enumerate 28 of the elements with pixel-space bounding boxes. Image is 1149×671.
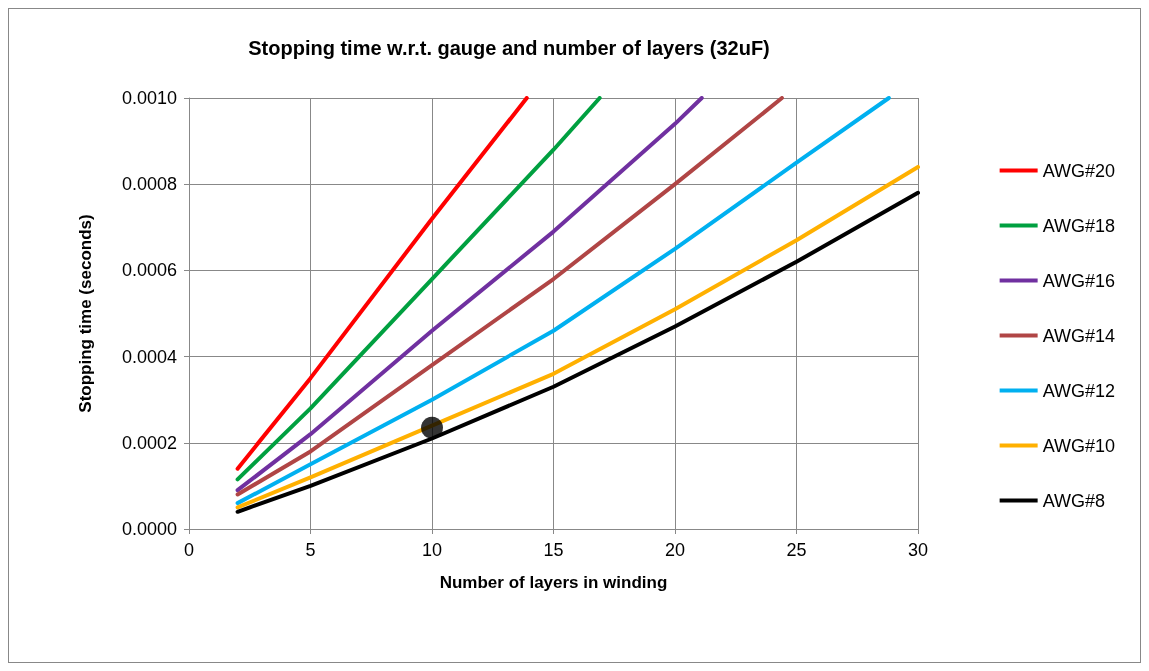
y-tick-label: 0.0008	[121, 174, 177, 195]
y-tick-label: 0.0002	[121, 432, 177, 453]
x-tick-label: 5	[305, 540, 316, 560]
x-tick-label: 25	[786, 540, 807, 560]
line-series	[235, 96, 891, 506]
y-tick-label: 0.0000	[121, 519, 177, 539]
legend-label: AWG#18	[1042, 215, 1116, 236]
x-tick-label: 20	[664, 540, 686, 560]
legend-label: AWG#8	[1042, 490, 1105, 511]
line-series	[235, 96, 529, 471]
line-series	[235, 96, 602, 482]
x-axis-title: Number of layers in winding	[439, 573, 668, 592]
legend-label: AWG#14	[1042, 325, 1116, 346]
line-series	[235, 96, 704, 493]
legend-label: AWG#12	[1042, 380, 1116, 401]
y-tick-label: 0.0006	[121, 260, 177, 281]
legend-label: AWG#10	[1042, 435, 1116, 456]
y-tick-label: 0.0010	[121, 88, 177, 108]
legend-label: AWG#16	[1042, 270, 1116, 291]
y-tick-label: 0.0004	[121, 346, 177, 367]
x-tick-label: 15	[543, 540, 564, 560]
x-tick-label: 10	[421, 540, 443, 560]
line-series	[235, 96, 784, 497]
x-tick-label: 0	[183, 540, 195, 560]
y-axis-title: Stopping time (seconds)	[76, 214, 95, 413]
chart-title: Stopping time w.r.t. gauge and number of layers (32uF)	[248, 37, 770, 59]
x-tick-label: 30	[907, 540, 929, 560]
legend-label: AWG#20	[1042, 160, 1116, 181]
